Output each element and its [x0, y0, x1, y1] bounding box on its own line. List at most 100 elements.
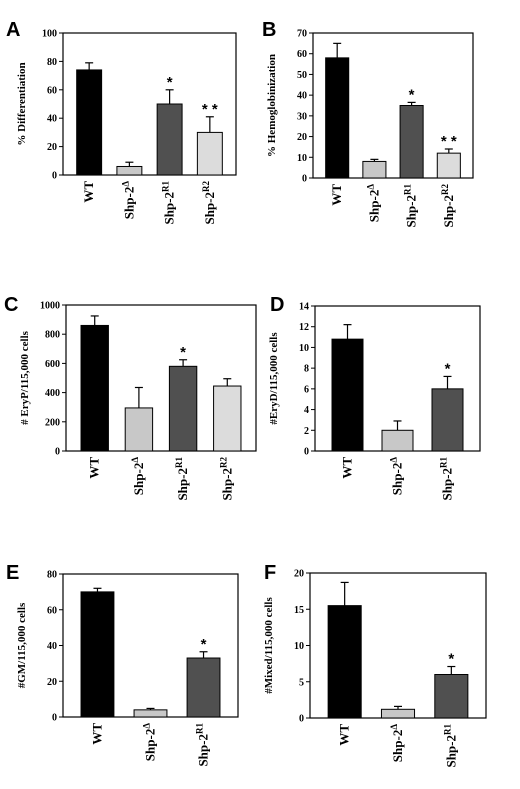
x-category-base: Shp-2 [202, 192, 217, 225]
x-category-base: WT [87, 457, 102, 479]
y-axis-label: % Differentiation [16, 62, 28, 145]
bar [156, 103, 183, 176]
x-category-superscript: R2 [218, 457, 228, 468]
bar [186, 657, 221, 718]
x-category-superscript: R1 [195, 723, 205, 734]
x-category-label: Shp-2R1 [174, 457, 190, 501]
x-category-label: Shp-2Δ [365, 184, 381, 223]
significance-marker: * * [202, 101, 218, 118]
y-tick-label: 0 [55, 447, 60, 458]
x-category-base: WT [81, 181, 96, 203]
x-category-superscript: R2 [440, 184, 450, 195]
y-tick-label: 60 [297, 49, 307, 60]
bar [327, 605, 362, 719]
x-category-base: Shp-2 [404, 195, 419, 228]
x-category-superscript: R2 [201, 181, 211, 192]
y-tick-label: 60 [47, 605, 57, 616]
panel-letter: B [262, 19, 276, 41]
significance-marker: * [448, 651, 454, 668]
x-category-superscript: Δ [130, 457, 140, 463]
x-category-base: Shp-2 [390, 730, 405, 763]
y-tick-label: 10 [299, 343, 309, 354]
y-tick-label: 100 [42, 29, 57, 40]
y-tick-label: 20 [297, 132, 307, 143]
y-tick-label: 80 [47, 570, 57, 581]
y-tick-label: 30 [297, 111, 307, 122]
x-category-superscript: Δ [389, 457, 399, 463]
significance-marker: * [180, 344, 186, 361]
y-tick-label: 1000 [40, 301, 60, 312]
bar [434, 674, 469, 719]
x-category-superscript: Δ [389, 724, 399, 730]
y-tick-label: 4 [304, 405, 309, 416]
x-category-label: Shp-2R2 [440, 184, 456, 228]
bar [80, 591, 115, 718]
bar [436, 152, 461, 179]
plot-frame [65, 304, 257, 452]
y-tick-label: 10 [294, 641, 304, 652]
y-tick-label: 0 [304, 447, 309, 458]
significance-marker: * [201, 636, 207, 653]
x-category-superscript: Δ [120, 181, 130, 187]
y-tick-label: 200 [45, 417, 60, 428]
y-tick-label: 6 [304, 384, 309, 395]
x-category-label: WT [87, 457, 102, 479]
y-tick-label: 0 [299, 714, 304, 725]
bar [133, 709, 168, 718]
y-tick-label: 70 [297, 29, 307, 40]
significance-marker: * [167, 74, 173, 91]
y-tick-label: 8 [304, 364, 309, 375]
x-category-base: WT [337, 724, 352, 746]
y-axis-label: #Mixed/115,000 cells [263, 597, 275, 694]
y-axis-label: % Hemoglobinization [266, 54, 278, 157]
x-category-base: Shp-2 [131, 463, 146, 496]
bar [399, 105, 424, 179]
bar [196, 131, 223, 176]
x-category-superscript: Δ [365, 184, 375, 190]
x-category-label: Shp-2R1 [439, 457, 455, 501]
y-tick-label: 40 [297, 91, 307, 102]
y-axis-label: # EryP/115,000 cells [19, 330, 31, 425]
plot-frame [312, 32, 474, 179]
x-category-label: WT [89, 723, 104, 745]
plot-frame [62, 32, 237, 176]
x-category-base: Shp-2 [390, 463, 405, 496]
y-tick-label: 50 [297, 70, 307, 81]
x-category-base: Shp-2 [143, 729, 158, 762]
y-tick-label: 0 [52, 713, 57, 724]
significance-marker: * [445, 360, 451, 377]
x-category-base: WT [340, 457, 355, 479]
x-category-superscript: R1 [439, 457, 449, 468]
bar [80, 324, 109, 452]
y-tick-label: 20 [294, 569, 304, 580]
bar [168, 365, 198, 452]
y-tick-label: 40 [47, 641, 57, 652]
y-tick-label: 80 [47, 57, 57, 68]
significance-marker: * * [441, 133, 457, 150]
x-category-label: Shp-2Δ [389, 457, 405, 496]
x-category-label: Shp-2R1 [161, 181, 177, 225]
x-category-superscript: R1 [174, 457, 184, 468]
bar [124, 407, 154, 452]
bar [362, 160, 387, 179]
y-tick-label: 60 [47, 85, 57, 96]
panel-b: B 0 10 20 30 40 50 60 70 % Hemoglobinization WT Shp… [262, 19, 474, 228]
y-tick-label: 15 [294, 605, 304, 616]
y-tick-label: 0 [302, 174, 307, 185]
x-category-base: Shp-2 [162, 192, 177, 225]
x-category-label: Shp-2Δ [120, 181, 136, 220]
panel-letter: D [270, 294, 284, 316]
x-category-label: Shp-2Δ [130, 457, 146, 496]
bar [116, 165, 143, 176]
panel-letter: E [6, 562, 19, 584]
x-category-base: Shp-2 [196, 734, 211, 767]
x-category-label: Shp-2R1 [442, 724, 458, 768]
x-category-base: Shp-2 [366, 190, 381, 223]
panel-letter: F [264, 562, 276, 584]
x-category-superscript: Δ [142, 723, 152, 729]
x-category-label: WT [329, 184, 344, 206]
